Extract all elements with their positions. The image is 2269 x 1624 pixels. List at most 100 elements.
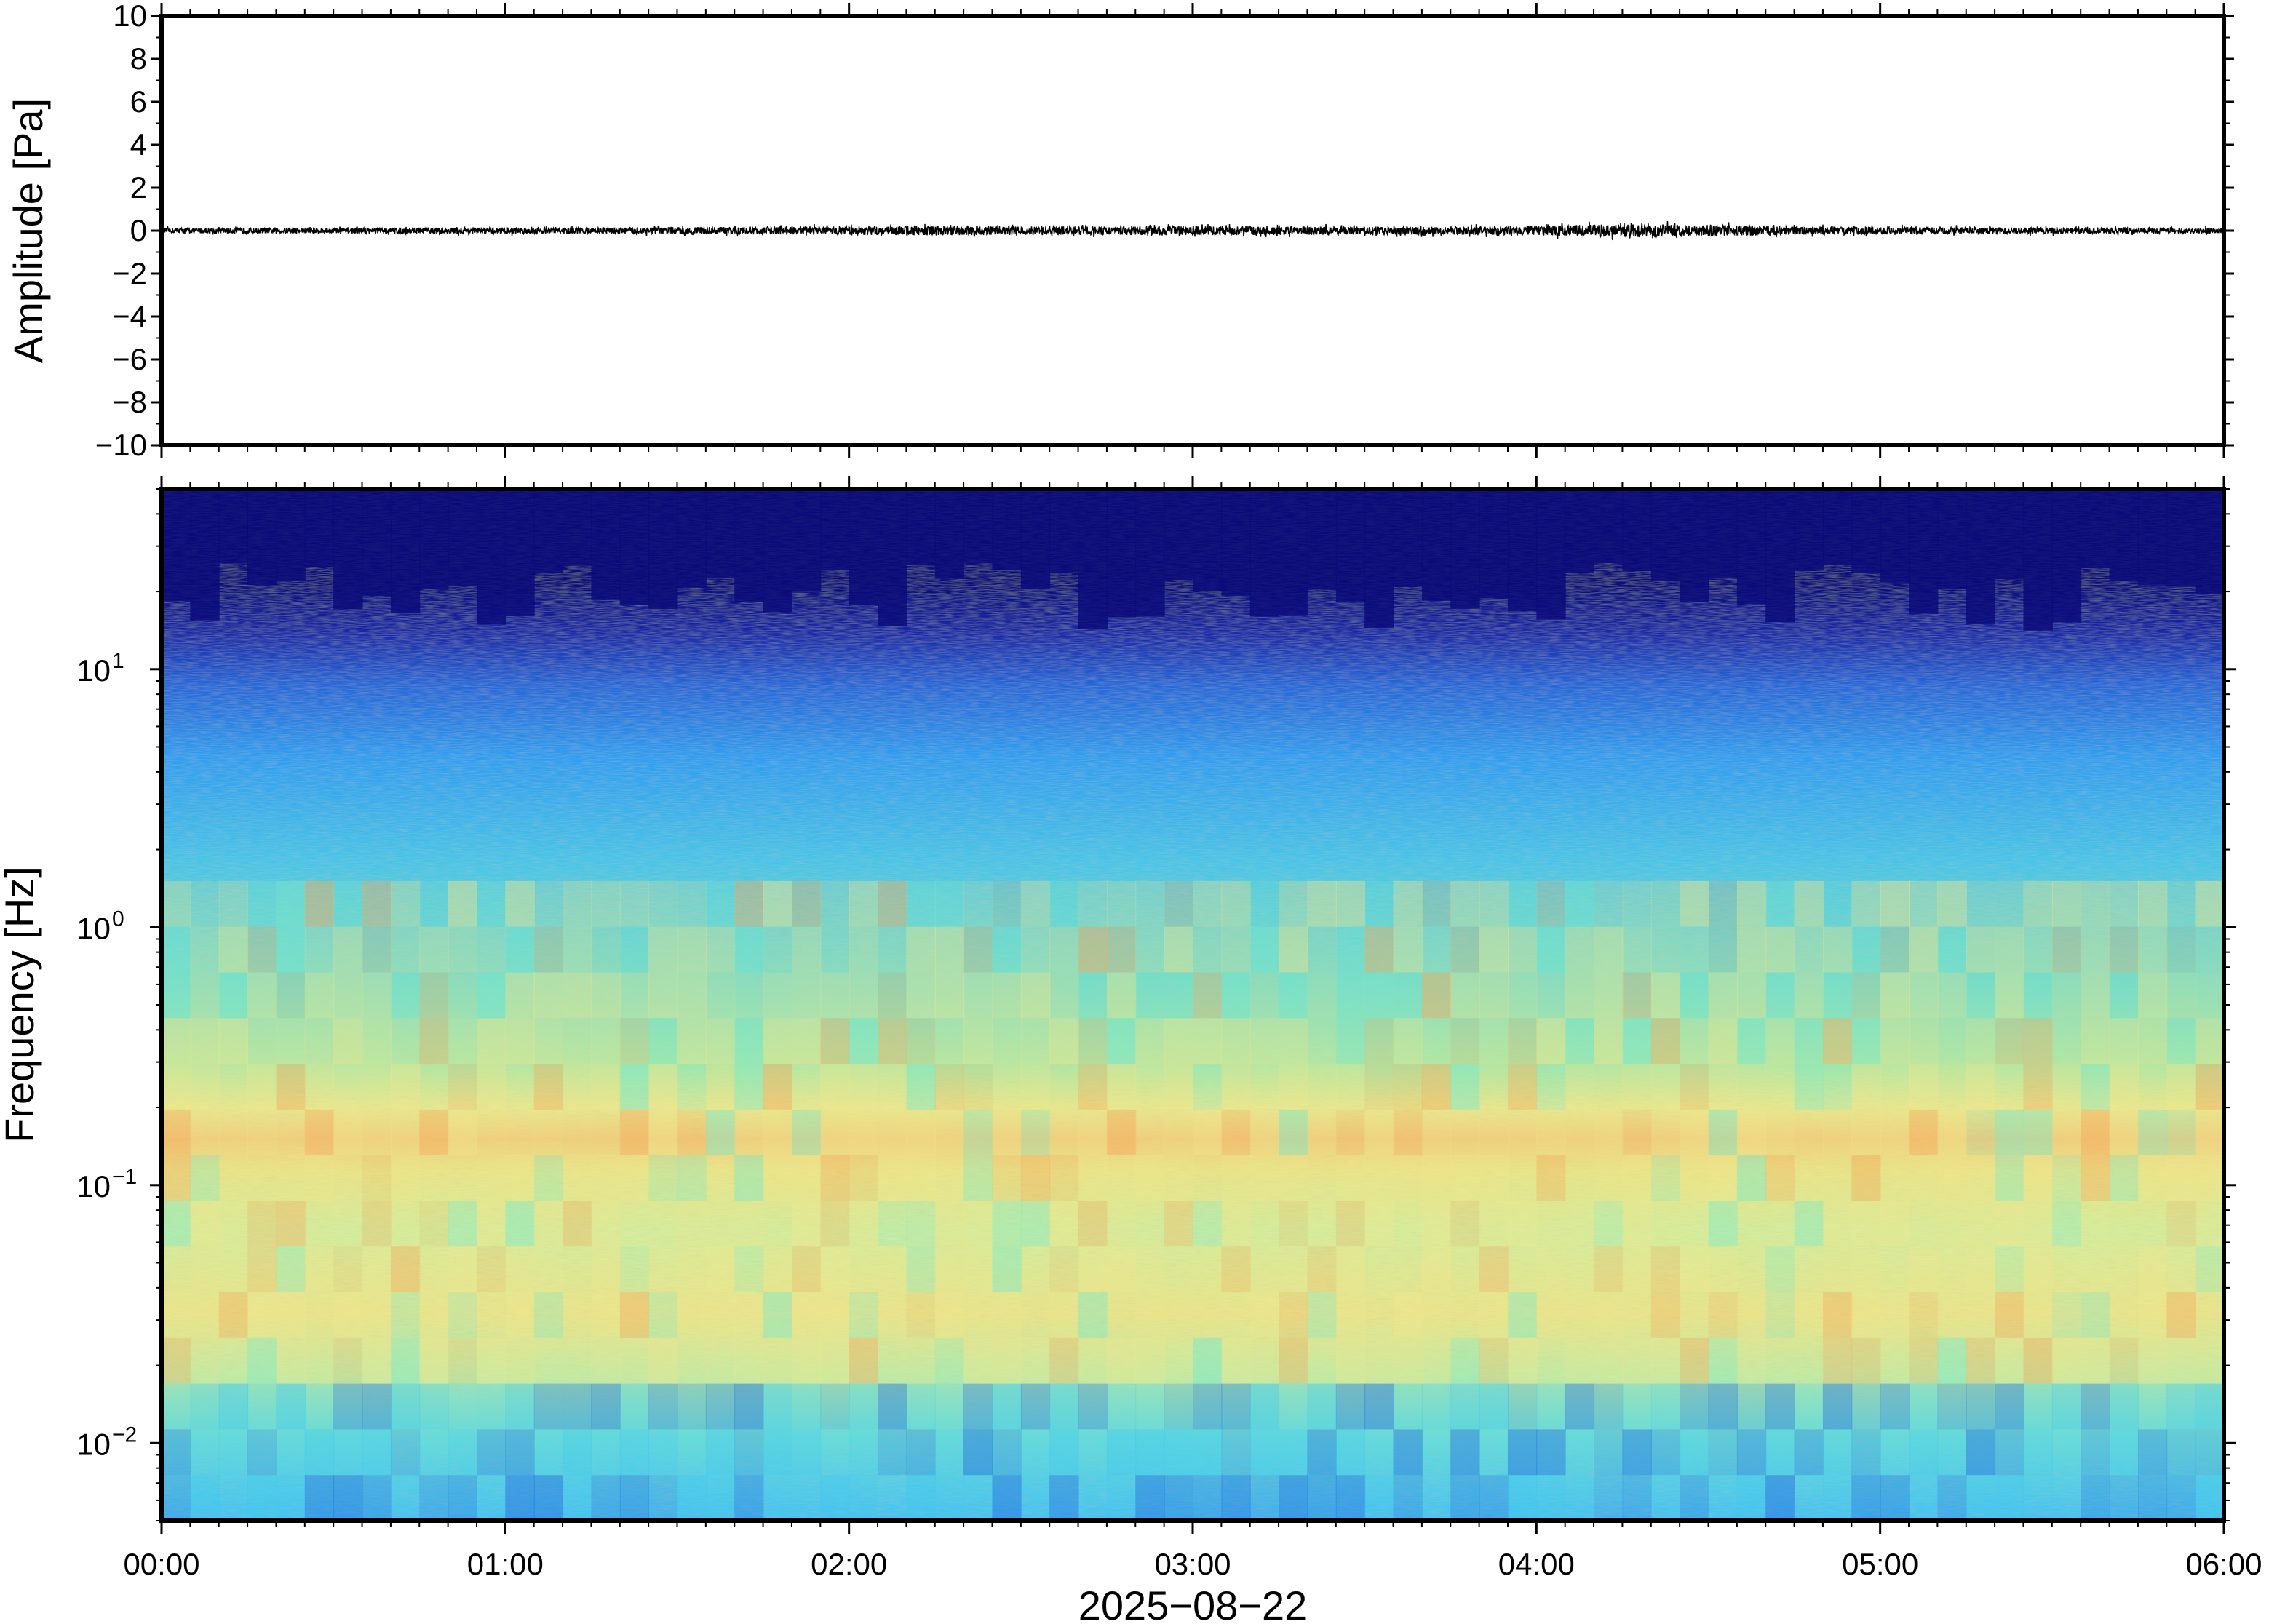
spectrogram-x-tick-label: 01:00 (467, 1547, 544, 1581)
spectrogram-column-top (1450, 489, 1480, 609)
spectrogram-cell (2166, 1246, 2196, 1293)
spectrogram-cell (734, 1292, 764, 1338)
spectrogram-cell (390, 1429, 421, 1476)
spectrogram-cell (390, 1064, 421, 1110)
spectrogram-cell (705, 1292, 736, 1338)
spectrogram-column-top (1106, 489, 1137, 618)
spectrogram-cell (476, 926, 506, 973)
spectrogram-cell (934, 1064, 965, 1110)
spectrogram-cell (1507, 1246, 1538, 1293)
spectrogram-cell (419, 1018, 449, 1064)
spectrogram-cell (1106, 1201, 1137, 1247)
spectrogram-cell (1594, 1383, 1624, 1430)
spectrogram-cell (763, 1383, 792, 1430)
spectrogram-cell (820, 972, 850, 1019)
spectrogram-cell (648, 1018, 678, 1064)
spectrogram-cell (1622, 1246, 1652, 1293)
spectrogram-cell (333, 1155, 363, 1201)
spectrogram-cell (563, 880, 592, 927)
spectrogram-cell (162, 1155, 191, 1201)
spectrogram-cell (1221, 1383, 1251, 1430)
spectrogram-cell (1249, 1337, 1280, 1384)
spectrogram-cell (1049, 1337, 1079, 1384)
spectrogram-cell (2081, 1429, 2110, 1476)
spectrogram-cell (1937, 1429, 1967, 1476)
spectrogram-cell (1937, 1018, 1967, 1064)
spectrogram-cell (1307, 1201, 1337, 1247)
spectrogram-column-top (1421, 489, 1452, 601)
spectrogram-cell (619, 1337, 650, 1384)
spectrogram-cell (2195, 1018, 2224, 1064)
spectrogram-cell (1450, 1018, 1480, 1064)
spectrogram-cell (1249, 1155, 1280, 1201)
spectrogram-cell (1995, 926, 2024, 973)
spectrogram-cell (1909, 1246, 1939, 1293)
spectrogram-cell (1822, 880, 1853, 927)
spectrogram-cell (2109, 1292, 2139, 1338)
spectrogram-cell (1450, 972, 1480, 1019)
spectrogram-cell (2195, 1337, 2224, 1384)
spectrogram-cell (648, 1383, 678, 1430)
spectrogram-cell (1851, 1383, 1881, 1430)
spectrogram-cell (1164, 1383, 1193, 1430)
spectrogram-cell (1078, 1383, 1108, 1430)
spectrogram-cell (1909, 926, 1939, 973)
spectrogram-cell (591, 1292, 621, 1338)
spectrogram-cell (1193, 1109, 1223, 1155)
spectrogram-cell (677, 1383, 707, 1430)
spectrogram-cell (505, 1337, 535, 1384)
spectrogram-cell (1765, 1429, 1795, 1476)
spectrogram-cell (1536, 1201, 1566, 1247)
spectrogram-cell (1937, 1475, 1967, 1521)
spectrogram-cell (1909, 1018, 1939, 1064)
spectrogram-cell (304, 1064, 335, 1110)
spectrogram-cell (591, 1337, 621, 1384)
spectrogram-cell (648, 880, 678, 927)
spectrogram-cell (247, 1475, 277, 1521)
spectrogram-cell (533, 1246, 564, 1293)
spectrogram-cell (1622, 1201, 1652, 1247)
spectrogram-cell (1822, 1018, 1853, 1064)
spectrogram-cell (1421, 1246, 1452, 1293)
spectrogram-cell (677, 1337, 707, 1384)
spectrogram-cell (362, 880, 392, 927)
spectrogram-cell (476, 972, 506, 1019)
spectrogram-cell (2051, 1292, 2082, 1338)
spectrogram-cell (1507, 1475, 1538, 1521)
spectrogram-cell (705, 880, 736, 927)
spectrogram-cell (1708, 972, 1738, 1019)
spectrogram-cell (276, 926, 306, 973)
spectrogram-cell (2137, 1109, 2168, 1155)
spectrogram-cell (591, 1018, 621, 1064)
spectrogram-cell (1708, 1429, 1738, 1476)
spectrogram-cell (1794, 880, 1824, 927)
spectrogram-cell (218, 1383, 249, 1430)
spectrogram-column-top (1909, 489, 1939, 614)
spectrogram-cell (448, 1064, 477, 1110)
spectrogram-cell (419, 926, 449, 973)
spectrogram-cell (791, 1429, 822, 1476)
spectrogram-cell (448, 1109, 477, 1155)
spectrogram-cell (1622, 926, 1652, 973)
spectrogram-cell (333, 1292, 363, 1338)
spectrogram-cell (1364, 1155, 1394, 1201)
spectrogram-cell (1020, 1337, 1051, 1384)
spectrogram-cell (1078, 1429, 1108, 1476)
spectrogram-cell (878, 1383, 907, 1430)
spectrogram-cell (1135, 1292, 1165, 1338)
spectrogram-cell (1106, 972, 1137, 1019)
spectrogram-cell (963, 1109, 993, 1155)
spectrogram-cell (619, 880, 650, 927)
spectrogram-cell (1708, 1064, 1738, 1110)
spectrogram-column-top (1049, 489, 1079, 573)
spectrogram-cell (2023, 1475, 2053, 1521)
spectrogram-cell (705, 1246, 736, 1293)
spectrogram-cell (1249, 880, 1280, 927)
spectrogram-cell (1279, 1337, 1308, 1384)
spectrogram-cell (1794, 1018, 1824, 1064)
spectrogram-cell (591, 972, 621, 1019)
spectrogram-cell (648, 1292, 678, 1338)
spectrogram-cell (992, 1246, 1022, 1293)
spectrogram-cell (1851, 1201, 1881, 1247)
spectrogram-cell (1880, 1383, 1910, 1430)
